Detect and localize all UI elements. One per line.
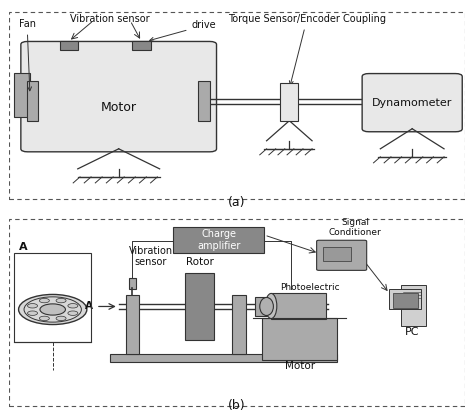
Ellipse shape [260,298,273,316]
Text: Photoelectric
sensor: Photoelectric sensor [280,283,340,303]
Bar [185,273,214,339]
Circle shape [40,304,65,315]
Circle shape [27,311,37,315]
Bar [401,285,426,326]
Ellipse shape [265,293,277,319]
Text: (b): (b) [228,399,246,412]
Circle shape [18,294,87,324]
Circle shape [68,311,78,315]
Bar [198,81,210,121]
Text: Rotor: Rotor [185,257,213,268]
Circle shape [56,298,66,303]
Text: Dynamometer: Dynamometer [372,98,452,108]
Text: Fan: Fan [18,19,36,91]
Text: (a): (a) [228,196,246,209]
Text: Signal
Conditioner: Signal Conditioner [329,218,382,237]
FancyBboxPatch shape [362,74,462,132]
Text: PC: PC [405,326,419,336]
FancyBboxPatch shape [21,41,217,152]
Bar [14,253,91,342]
Text: Torque Sensor/Encoder Coupling: Torque Sensor/Encoder Coupling [228,14,386,85]
Circle shape [27,303,37,308]
Text: Vibration sensor: Vibration sensor [70,14,149,24]
Bar [271,293,326,319]
Text: Motor: Motor [284,361,315,371]
Text: Vibration
sensor: Vibration sensor [128,246,173,268]
Bar [232,296,246,354]
Bar [60,41,78,51]
Bar [392,293,418,308]
Bar [262,318,337,359]
Circle shape [39,298,49,303]
FancyBboxPatch shape [317,240,367,270]
Bar [280,83,299,121]
Circle shape [39,316,49,321]
Bar [14,73,30,117]
Bar [173,227,264,253]
Bar [390,289,421,309]
Text: A: A [85,301,93,311]
Text: A: A [19,242,27,252]
Text: drive: drive [150,20,216,41]
Bar [323,247,351,261]
Text: Charge
amplifier: Charge amplifier [197,229,240,251]
Circle shape [24,297,82,322]
Circle shape [68,303,78,308]
Bar [126,296,139,354]
Bar [132,41,151,51]
Circle shape [56,316,66,321]
Bar [255,298,266,316]
Text: Motor: Motor [100,101,137,114]
Bar [129,278,136,289]
Bar [109,354,337,362]
Bar [27,81,38,121]
